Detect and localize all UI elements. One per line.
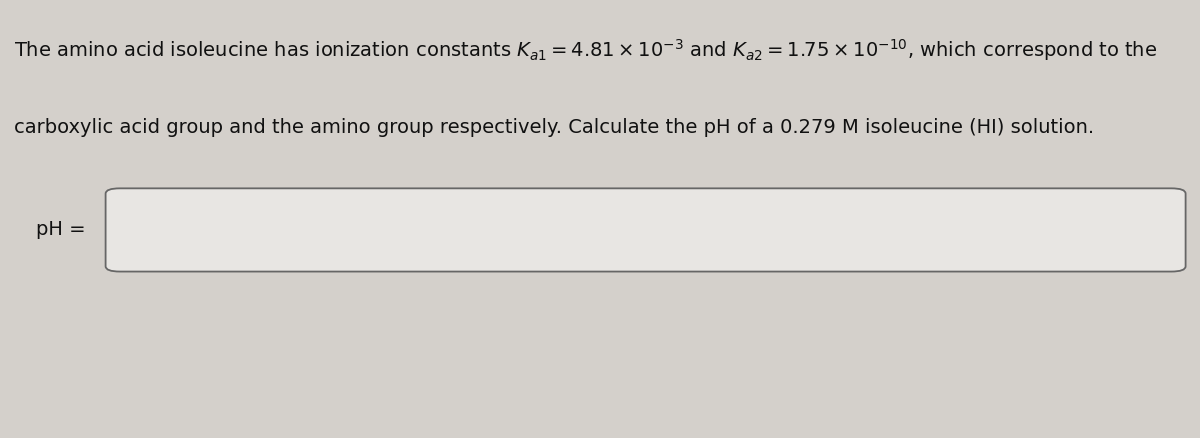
FancyBboxPatch shape bbox=[106, 188, 1186, 272]
Text: The amino acid isoleucine has ionization constants $K_{a1} = 4.81 \times 10^{-3}: The amino acid isoleucine has ionization… bbox=[14, 37, 1158, 63]
Text: pH =: pH = bbox=[36, 220, 85, 240]
Text: carboxylic acid group and the amino group respectively. Calculate the pH of a 0.: carboxylic acid group and the amino grou… bbox=[14, 118, 1094, 137]
